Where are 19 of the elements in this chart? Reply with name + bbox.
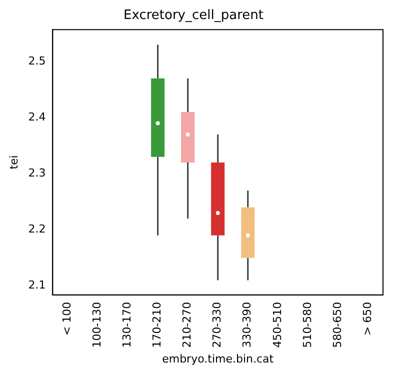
x-tick-label: 580-650 <box>330 302 344 348</box>
x-tick-label: 100-130 <box>90 302 104 348</box>
x-tick-label: 270-330 <box>210 302 224 348</box>
x-tick-label: 330-390 <box>240 302 254 348</box>
y-tick-label: 2.1 <box>28 278 46 292</box>
y-tick-label: 2.5 <box>28 54 46 68</box>
x-axis-title: embryo.time.bin.cat <box>162 352 274 366</box>
x-tick-label: 450-510 <box>270 302 284 348</box>
y-tick-label: 2.4 <box>28 110 46 124</box>
x-tick-label: < 100 <box>60 302 74 336</box>
x-tick-label: 130-170 <box>120 302 134 348</box>
y-axis-title: tei <box>7 155 20 170</box>
x-tick-label: 210-270 <box>180 302 194 348</box>
y-tick-label: 2.2 <box>28 222 46 236</box>
chart-title: Excretory_cell_parent <box>124 8 264 24</box>
x-tick-label: > 650 <box>360 302 374 336</box>
x-tick-label: 170-210 <box>150 302 164 348</box>
y-tick-label: 2.3 <box>28 166 46 180</box>
x-tick-label: 510-580 <box>300 302 314 348</box>
